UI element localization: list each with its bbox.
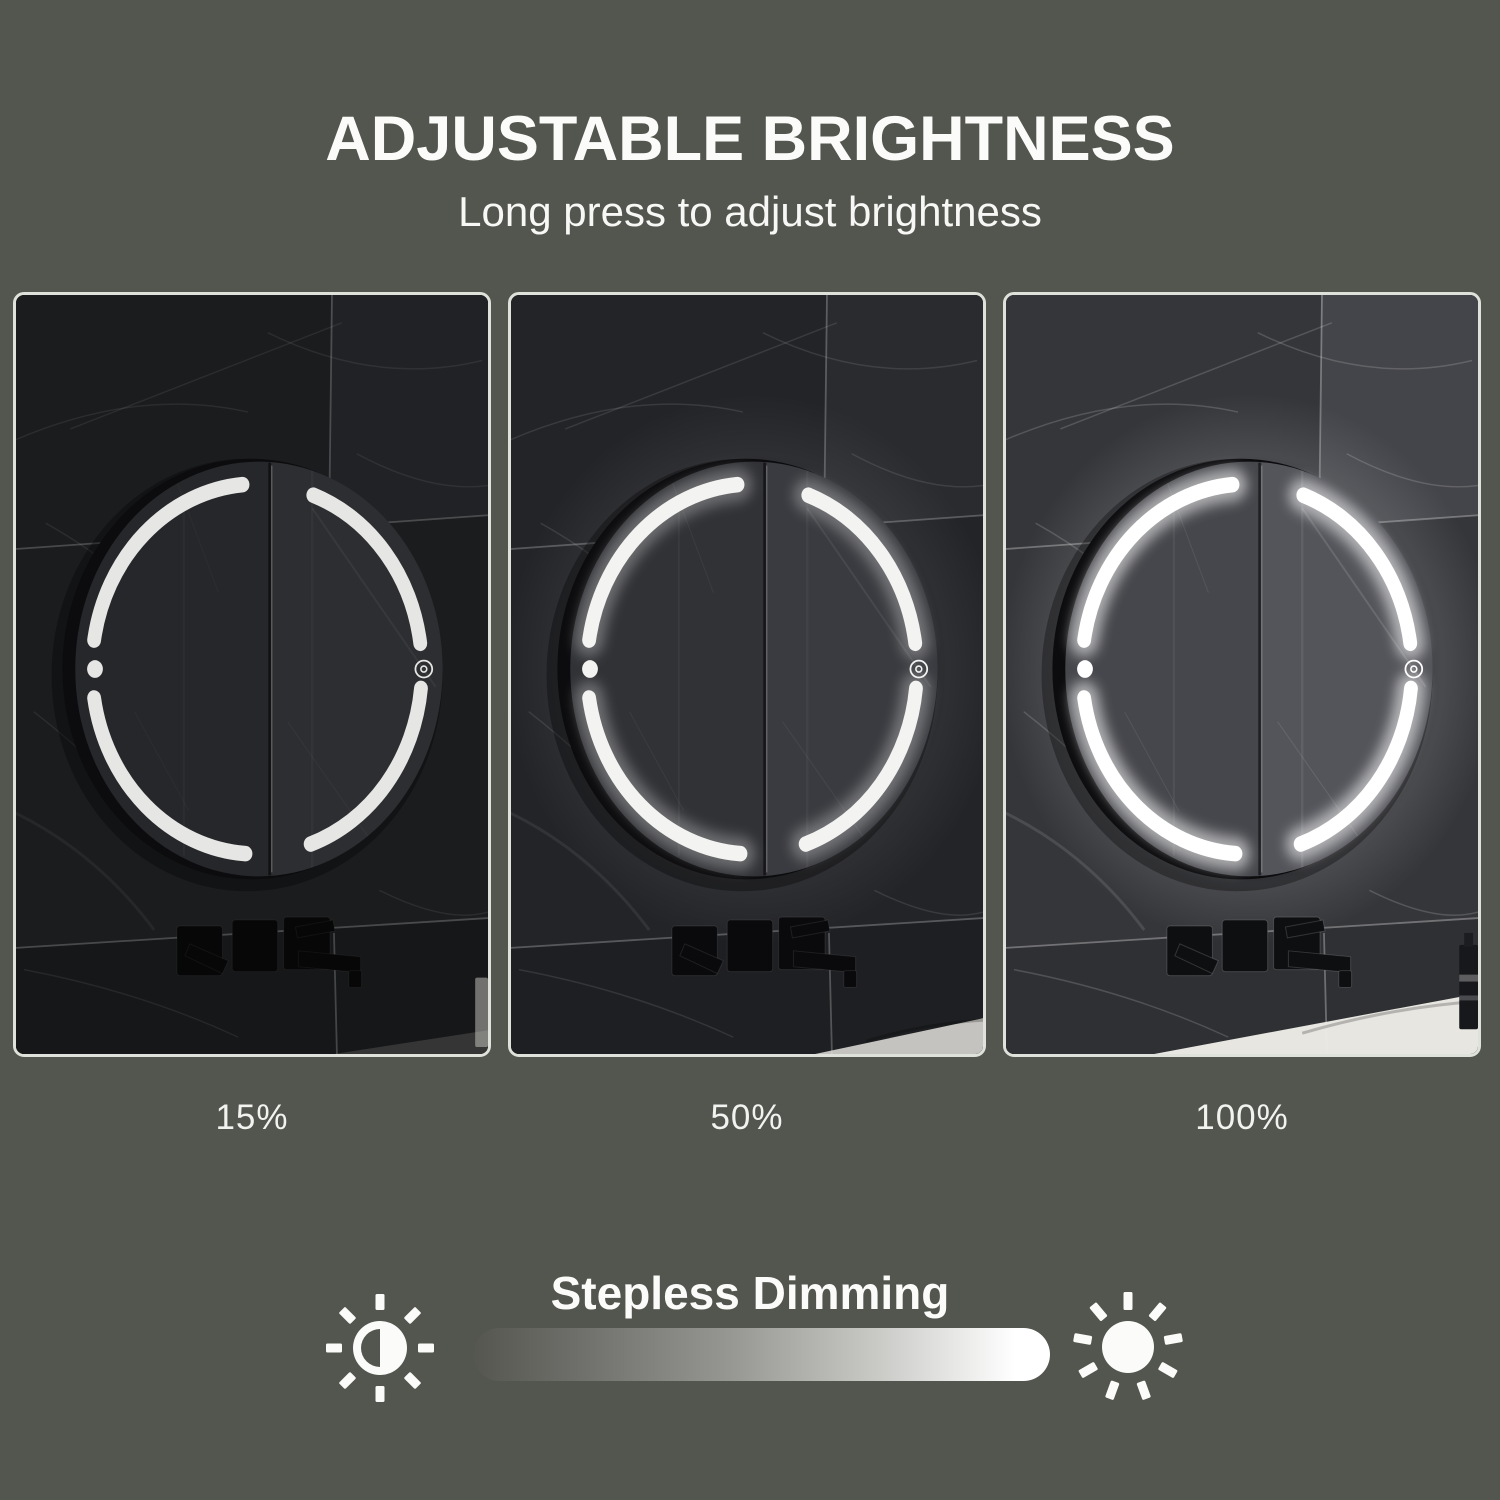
half-fill-cutout — [361, 1329, 380, 1367]
dimming-gradient-bar — [473, 1328, 1050, 1381]
door-split-line — [763, 462, 768, 876]
brightness-percent-label: 100% — [1195, 1098, 1289, 1137]
brightness-percent-label: 15% — [215, 1098, 289, 1137]
led-dot — [87, 660, 103, 678]
countertop — [1154, 993, 1478, 1054]
door-split-line — [1258, 462, 1263, 876]
mirror-doors — [75, 461, 443, 877]
door-split-line — [268, 462, 273, 876]
mirror-cabinet — [546, 458, 938, 892]
sink-edge — [1301, 999, 1478, 1035]
led-dot — [1077, 660, 1093, 678]
brightness-panel: 100% — [1003, 292, 1481, 1138]
led-ring — [574, 468, 931, 871]
mirror-cabinet — [1041, 458, 1433, 892]
soap-bottle — [1459, 932, 1478, 1030]
brightness-percent-label: 50% — [710, 1098, 784, 1137]
led-dot — [582, 660, 598, 678]
mirror-cabinet — [51, 458, 443, 892]
mirror-scene-photo — [1003, 292, 1481, 1057]
dimming-title: Stepless Dimming — [550, 1267, 950, 1319]
mirror-doors — [1065, 461, 1433, 877]
page-subtitle: Long press to adjust brightness — [458, 188, 1042, 235]
brightness-panel: 50% — [508, 292, 986, 1138]
brightness-panels-row: 15% — [13, 292, 1487, 1138]
mirror-doors — [570, 461, 938, 877]
wall-faucet — [671, 916, 858, 989]
mirror-reflections — [287, 507, 437, 856]
soap-bottle — [475, 977, 488, 1048]
wall-faucet — [1166, 916, 1353, 989]
brightness-panel: 15% — [13, 292, 491, 1138]
page-title: ADJUSTABLE BRIGHTNESS — [325, 104, 1175, 174]
mirror-scene-photo — [13, 292, 491, 1057]
mirror-scene-photo — [508, 292, 986, 1057]
touch-sensor-icon — [414, 659, 434, 679]
sink-edge — [866, 1018, 983, 1043]
wall-faucet — [176, 916, 363, 989]
dim-sun-icon — [326, 1294, 434, 1402]
stepless-dimming-section: Stepless Dimming — [0, 1270, 1500, 1470]
bright-sun-icon — [1073, 1292, 1183, 1400]
led-ring — [1069, 468, 1426, 871]
led-ring — [87, 476, 428, 862]
touch-sensor-icon — [1404, 659, 1424, 679]
touch-sensor-icon — [909, 659, 929, 679]
